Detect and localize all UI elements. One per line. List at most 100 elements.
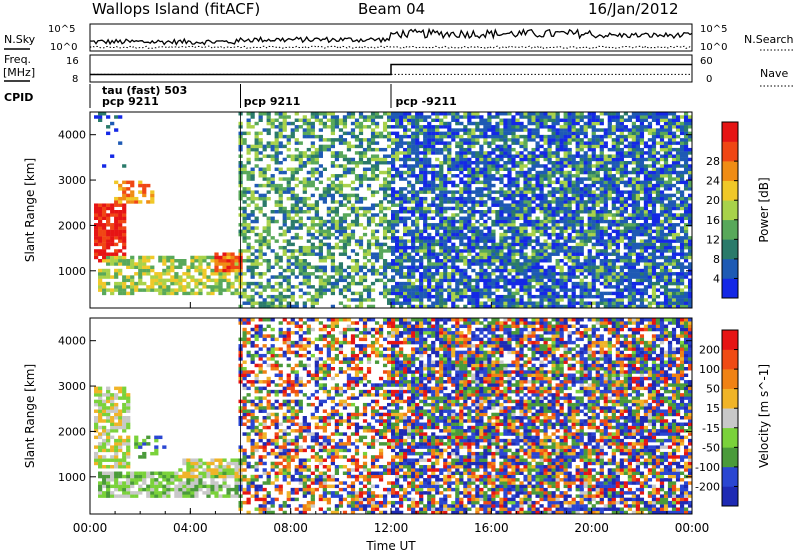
echo-cell	[447, 223, 452, 227]
echo-cell	[370, 154, 376, 158]
echo-cell	[451, 131, 456, 136]
echo-cell	[415, 177, 420, 181]
echo-cell	[222, 262, 227, 266]
echo-cell	[214, 268, 219, 273]
echo-cell	[451, 115, 456, 119]
echo-cell	[226, 272, 231, 276]
echo-cell	[459, 164, 464, 168]
echo-cell	[310, 294, 315, 299]
echo-cell	[547, 115, 552, 119]
echo-cell	[382, 229, 388, 234]
echo-cell	[146, 265, 151, 269]
echo-cell	[322, 236, 327, 240]
echo-cell	[286, 138, 291, 142]
echo-cell	[643, 115, 649, 119]
echo-cell	[342, 252, 348, 256]
echo-cell	[623, 285, 628, 289]
echo-cell	[519, 294, 524, 299]
echo-cell	[539, 245, 544, 250]
echo-cell	[403, 245, 408, 250]
echo-cell	[507, 226, 512, 230]
echo-cell	[330, 304, 336, 309]
echo-cell	[603, 232, 608, 237]
echo-cell	[595, 294, 600, 299]
echo-cell	[563, 151, 568, 155]
echo-cell	[643, 291, 649, 296]
echo-cell	[326, 249, 331, 253]
echo-cell	[495, 134, 500, 139]
echo-cell	[274, 203, 279, 207]
echo-cell	[591, 272, 596, 276]
echo-cell	[439, 262, 444, 266]
echo-cell	[118, 259, 123, 263]
echo-cell	[330, 245, 336, 250]
echo-cell	[599, 232, 604, 237]
echo-cell	[386, 167, 392, 171]
echo-cell	[318, 223, 323, 227]
echo-cell	[246, 223, 251, 227]
echo-cell	[234, 268, 239, 273]
echo-cell	[519, 265, 524, 269]
echo-cell	[423, 118, 428, 122]
echo-cell	[603, 213, 608, 217]
echo-cell	[407, 304, 412, 309]
echo-cell	[411, 236, 416, 240]
echo-cell	[374, 252, 380, 256]
echo-cell	[591, 268, 596, 273]
echo-cell	[499, 275, 504, 279]
echo-cell	[274, 200, 279, 204]
echo-cell	[611, 206, 616, 211]
echo-cell	[302, 134, 307, 139]
echo-cell	[206, 291, 211, 296]
echo-cell	[555, 187, 560, 191]
echo-cell	[378, 219, 384, 224]
echo-cell	[427, 147, 432, 152]
echo-cell	[539, 151, 544, 155]
echo-cell	[535, 177, 540, 181]
echo-cell	[310, 245, 315, 250]
echo-cell	[411, 294, 416, 299]
echo-cell	[162, 278, 167, 283]
echo-cell	[439, 196, 444, 201]
echo-cell	[306, 265, 311, 269]
echo-cell	[563, 128, 568, 132]
echo-cell	[338, 216, 344, 220]
echo-cell	[294, 138, 299, 142]
echo-cell	[655, 167, 661, 171]
echo-cell	[326, 288, 331, 292]
echo-cell	[286, 285, 291, 289]
echo-cell	[435, 232, 440, 237]
echo-cell	[535, 265, 540, 269]
echo-cell	[290, 134, 295, 139]
echo-cell	[282, 288, 287, 292]
echo-cell	[659, 203, 665, 207]
freq-tick-left-low: 8	[72, 74, 78, 85]
echo-cell	[475, 177, 480, 181]
echo-cell	[106, 236, 111, 240]
echo-cell	[455, 291, 460, 296]
echo-cell	[403, 288, 408, 292]
echo-cell	[350, 193, 356, 198]
echo-cell	[615, 304, 620, 309]
echo-cell	[399, 294, 404, 299]
echo-cell	[539, 187, 544, 191]
echo-cell	[515, 141, 520, 145]
echo-cell	[246, 281, 251, 286]
echo-cell	[166, 288, 171, 292]
echo-cell	[591, 174, 596, 178]
echo-cell	[539, 268, 544, 273]
echo-cell	[282, 157, 287, 162]
echo-cell	[555, 141, 560, 145]
echo-cell	[563, 144, 568, 149]
echo-cell	[226, 255, 231, 260]
echo-cell	[519, 239, 524, 243]
echo-cell	[531, 275, 536, 279]
echo-cell	[471, 236, 476, 240]
echo-cell	[266, 294, 271, 299]
echo-cell	[178, 262, 183, 266]
echo-cell	[370, 147, 376, 152]
echo-cell	[591, 125, 596, 129]
echo-cell	[471, 112, 476, 116]
echo-cell	[471, 294, 476, 299]
echo-cell	[118, 141, 123, 145]
